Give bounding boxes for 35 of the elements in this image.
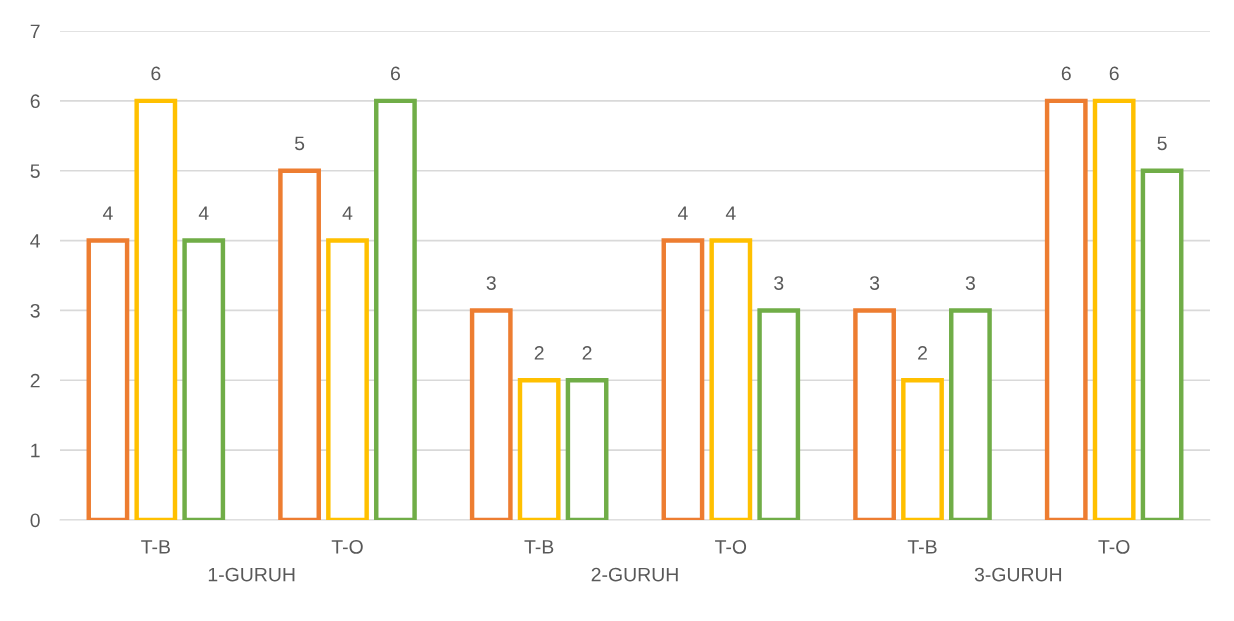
data-label: 5 <box>1157 136 1167 151</box>
data-label: 3 <box>486 276 496 290</box>
data-label: 6 <box>1109 66 1119 81</box>
data-label: 4 <box>342 206 353 220</box>
y-tick-label: 0 <box>30 513 40 528</box>
data-label: 4 <box>198 206 209 220</box>
y-tick-label: 4 <box>30 234 40 248</box>
data-label: 2 <box>582 346 592 360</box>
y-tick-label: 7 <box>30 24 40 39</box>
x-tick-label: T-O <box>715 539 747 554</box>
text: 1-GURUH <box>208 567 295 582</box>
y-tick-label: 1 <box>31 443 40 458</box>
data-label: 4 <box>677 206 688 220</box>
x-tick-label: T-O <box>1098 539 1130 554</box>
data-label: 6 <box>391 66 400 81</box>
y-tick-label: 6 <box>30 94 40 109</box>
y-tick-label: 2 <box>30 373 40 388</box>
x-tick-label: T-B <box>141 540 170 554</box>
x-tick-label: T-B <box>524 540 554 554</box>
text: 2-GURUH <box>591 567 678 582</box>
y-tick-label: 5 <box>30 164 40 178</box>
data-label: 4 <box>725 206 736 220</box>
x-tick-label: T-B <box>907 540 937 554</box>
data-label: 4 <box>102 206 113 220</box>
data-label: 2 <box>918 346 927 360</box>
data-label: 2 <box>534 346 544 360</box>
data-label: 5 <box>294 136 305 151</box>
data-label: 3 <box>869 276 880 290</box>
x-tick-label: T-O <box>331 539 363 554</box>
data-label: 6 <box>151 66 161 81</box>
y-tick-label: 3 <box>30 303 40 318</box>
data-label: 6 <box>1061 66 1071 81</box>
data-label: 3 <box>965 276 975 290</box>
text: 3-GURUH <box>974 567 1062 582</box>
data-label: 3 <box>774 276 784 290</box>
